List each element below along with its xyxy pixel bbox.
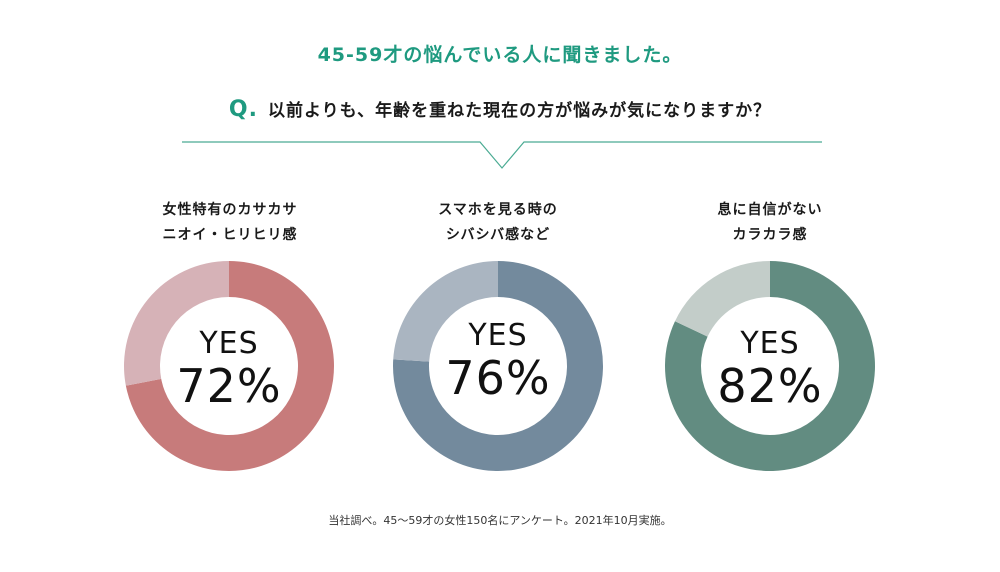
chart-title-2: スマホを見る時の シバシバ感など [378,198,618,248]
donut-chart-3 [665,261,875,471]
donut-3-yes-label: YES [740,326,800,361]
donut-3-slice-other [674,261,770,337]
donut-1-center: YES 72% [123,326,335,413]
donut-1-slice-yes [125,261,335,471]
headline: 45-59才の悩んでいる人に聞きました。 [317,44,683,66]
donut-2-slice-other [393,261,498,362]
chart-title-1-line-1: 女性特有のカサカサ [162,202,298,218]
chart-title-3: 息に自信がない カラカラ感 [650,198,890,248]
question-text: 以前よりも、年齢を重ねた現在の方が悩みが気になりますか？ [267,101,772,121]
donut-1-yes-label: YES [199,326,259,361]
donut-3-center: YES 82% [664,326,876,413]
question: Q. 以前よりも、年齢を重ねた現在の方が悩みが気になりますか？ [0,96,1000,122]
donut-2-yes-label: YES [468,318,528,353]
donut-2-percent: 76% [445,351,551,405]
donut-2-slice-yes [393,261,603,471]
donut-chart-1 [124,261,335,471]
footnote: 当社調べ。45～59才の女性150名にアンケート。2021年10月実施。 [328,514,672,527]
chart-title-2-line-1: スマホを見る時の [438,202,558,218]
divider-with-pointer [182,141,822,169]
donut-3-percent: 82% [717,359,823,413]
chart-title-1-line-2: ニオイ・ヒリヒリ感 [162,227,298,243]
donut-2-center: YES 76% [392,318,604,405]
donut-chart-2 [393,261,603,471]
chart-title-3-line-1: 息に自信がない [717,202,823,218]
donut-1-percent: 72% [176,359,282,413]
chart-title-1: 女性特有のカサカサ ニオイ・ヒリヒリ感 [110,198,350,248]
donut-3-slice-yes [665,261,875,471]
chart-title-3-line-2: カラカラ感 [732,227,808,243]
donut-1-slice-other [124,261,229,386]
question-mark: Q. [228,97,258,122]
chart-title-2-line-2: シバシバ感など [445,227,551,243]
